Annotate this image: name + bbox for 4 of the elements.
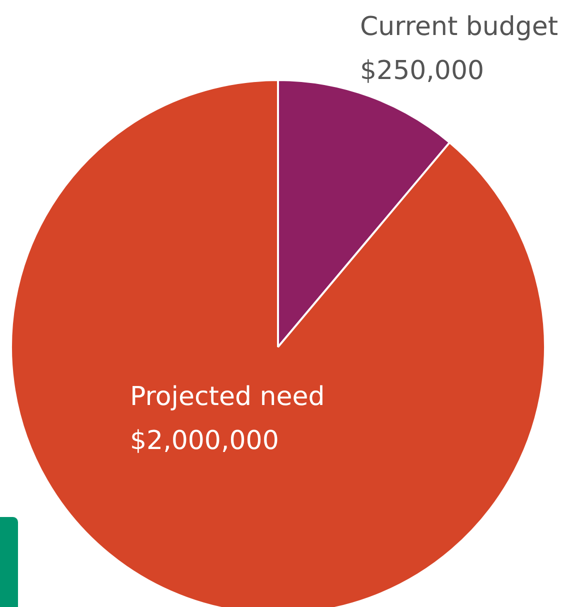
- data-label: $2,000,000: [130, 426, 279, 456]
- data-label: $250,000: [360, 56, 484, 86]
- slice-label: Projected need: [130, 382, 325, 412]
- slice-label: Current budget: [360, 12, 558, 42]
